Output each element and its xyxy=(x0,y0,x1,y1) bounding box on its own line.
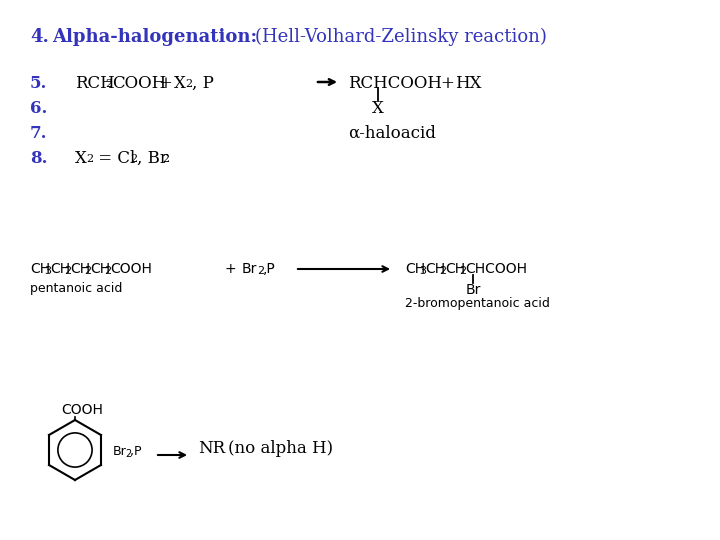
Text: 2-bromopentanoic acid: 2-bromopentanoic acid xyxy=(405,297,550,310)
Text: RCH: RCH xyxy=(75,75,114,92)
Text: X: X xyxy=(372,100,384,117)
Text: COOH: COOH xyxy=(61,403,103,417)
Text: 2: 2 xyxy=(130,154,137,164)
Text: (Hell-Volhard-Zelinsky reaction): (Hell-Volhard-Zelinsky reaction) xyxy=(255,28,547,46)
Text: +: + xyxy=(225,262,237,276)
Text: CH: CH xyxy=(445,262,465,276)
Text: 4.: 4. xyxy=(30,28,49,46)
Text: 2: 2 xyxy=(125,449,131,459)
Text: 5.: 5. xyxy=(30,75,48,92)
Text: 2: 2 xyxy=(185,79,192,89)
Text: 2: 2 xyxy=(257,266,264,276)
Text: COOH: COOH xyxy=(112,75,166,92)
Text: Alpha-halogenation:: Alpha-halogenation: xyxy=(52,28,257,46)
Text: ,P: ,P xyxy=(263,262,276,276)
Text: CH: CH xyxy=(30,262,50,276)
Text: CH: CH xyxy=(425,262,445,276)
Text: RCHCOOH: RCHCOOH xyxy=(348,75,442,92)
Text: ,P: ,P xyxy=(130,445,142,458)
Text: CH: CH xyxy=(70,262,90,276)
Text: Br: Br xyxy=(113,445,127,458)
Text: 8.: 8. xyxy=(30,150,48,167)
Text: 2: 2 xyxy=(459,266,466,276)
Text: CH: CH xyxy=(405,262,425,276)
Text: 2: 2 xyxy=(439,266,446,276)
Text: 2: 2 xyxy=(86,154,93,164)
Text: CHCOOH: CHCOOH xyxy=(465,262,527,276)
Text: 6.: 6. xyxy=(30,100,48,117)
Text: 3: 3 xyxy=(44,266,51,276)
Text: pentanoic acid: pentanoic acid xyxy=(30,282,122,295)
Text: +: + xyxy=(440,75,454,92)
Text: 2: 2 xyxy=(84,266,91,276)
Text: Br: Br xyxy=(242,262,257,276)
Text: α-haloacid: α-haloacid xyxy=(348,125,436,142)
Text: 2: 2 xyxy=(104,266,111,276)
Text: 2: 2 xyxy=(162,154,169,164)
Text: HX: HX xyxy=(455,75,482,92)
Text: = Cl: = Cl xyxy=(93,150,135,167)
Text: +: + xyxy=(158,75,172,92)
Text: 7.: 7. xyxy=(30,125,48,142)
Text: , P: , P xyxy=(192,75,214,92)
Text: 2: 2 xyxy=(64,266,71,276)
Text: X: X xyxy=(174,75,186,92)
Text: NR: NR xyxy=(198,440,225,457)
Text: 2: 2 xyxy=(105,79,112,89)
Text: (no alpha H): (no alpha H) xyxy=(228,440,333,457)
Text: COOH: COOH xyxy=(110,262,152,276)
Text: , Br: , Br xyxy=(137,150,168,167)
Text: 3: 3 xyxy=(419,266,426,276)
Text: X: X xyxy=(75,150,87,167)
Text: CH: CH xyxy=(90,262,110,276)
Text: Br: Br xyxy=(465,283,481,297)
Text: CH: CH xyxy=(50,262,70,276)
